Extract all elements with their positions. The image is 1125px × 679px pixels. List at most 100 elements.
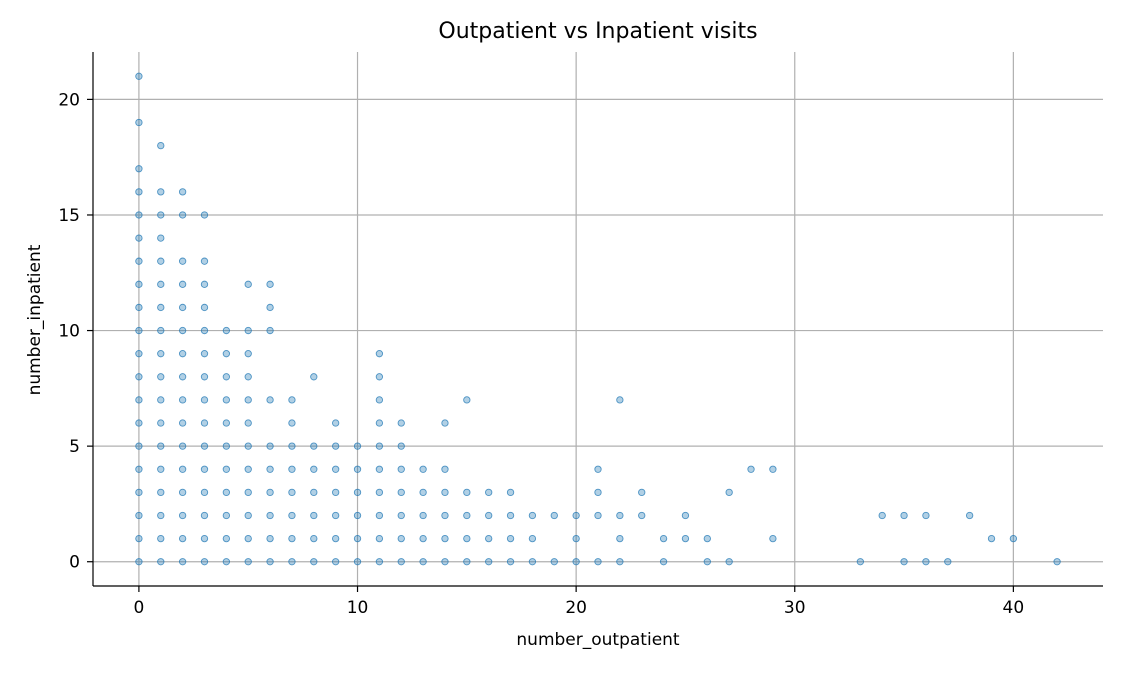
data-point xyxy=(659,558,668,566)
data-point xyxy=(310,465,318,473)
data-point xyxy=(288,558,296,566)
data-point xyxy=(397,465,405,473)
x-tick-label: 10 xyxy=(347,598,369,618)
data-point xyxy=(178,211,187,219)
data-point xyxy=(965,511,974,520)
y-axis-label: number_inpatient xyxy=(25,244,45,395)
data-point xyxy=(135,280,143,288)
data-point xyxy=(178,488,187,497)
axis-ticks: 0 10 20 30 40 0 5 10 15 20 xyxy=(58,90,1024,618)
axes xyxy=(92,52,1103,587)
data-point xyxy=(463,511,471,520)
data-point xyxy=(200,326,209,335)
data-point xyxy=(310,511,318,520)
data-point xyxy=(135,118,143,127)
data-point xyxy=(135,350,143,358)
data-point xyxy=(528,511,537,520)
data-point xyxy=(353,511,362,520)
data-point xyxy=(178,188,187,196)
data-point xyxy=(681,534,690,543)
data-point xyxy=(135,558,143,566)
data-point xyxy=(353,442,362,450)
data-point xyxy=(944,558,952,566)
data-point xyxy=(463,396,471,404)
y-tick-label: 15 xyxy=(58,206,80,226)
data-point xyxy=(200,303,209,312)
data-point xyxy=(200,350,209,358)
data-point xyxy=(550,558,558,566)
data-point xyxy=(375,488,384,497)
data-point xyxy=(463,558,471,566)
data-point xyxy=(375,373,384,381)
data-point xyxy=(178,326,187,335)
data-point xyxy=(288,442,296,450)
y-tick-label: 0 xyxy=(69,553,80,573)
data-point xyxy=(135,488,143,497)
data-point xyxy=(506,558,515,566)
data-point xyxy=(135,465,143,473)
data-point xyxy=(419,488,427,497)
data-point xyxy=(397,442,405,450)
data-point xyxy=(725,488,733,497)
data-point xyxy=(266,442,274,450)
data-point xyxy=(135,511,143,520)
x-tick-label: 30 xyxy=(784,598,806,618)
data-point xyxy=(463,488,471,497)
data-point xyxy=(375,465,384,473)
data-point xyxy=(572,511,580,520)
data-point xyxy=(375,396,384,404)
data-point xyxy=(528,534,537,543)
data-point xyxy=(506,488,515,497)
data-point xyxy=(266,511,274,520)
data-point xyxy=(485,488,493,497)
chart-title: Outpatient vs Inpatient visits xyxy=(438,19,757,44)
data-point xyxy=(288,419,296,427)
data-point xyxy=(878,511,886,520)
data-point xyxy=(332,534,340,543)
data-point xyxy=(200,558,209,566)
data-point xyxy=(397,488,405,497)
y-tick-label: 5 xyxy=(69,437,80,457)
data-point xyxy=(135,419,143,427)
data-point xyxy=(157,534,165,543)
data-point xyxy=(594,558,602,566)
data-point xyxy=(419,465,427,473)
data-point xyxy=(725,558,733,566)
data-point xyxy=(135,188,143,196)
data-point xyxy=(266,488,274,497)
data-point xyxy=(419,534,427,543)
data-point xyxy=(266,558,274,566)
data-point xyxy=(157,511,165,520)
data-point xyxy=(244,465,252,473)
data-point xyxy=(375,350,384,358)
data-point xyxy=(135,165,143,173)
data-point xyxy=(703,534,711,543)
data-point xyxy=(572,558,580,566)
data-point xyxy=(747,465,755,473)
data-point xyxy=(463,534,471,543)
data-point xyxy=(441,488,449,497)
data-point xyxy=(157,280,165,288)
data-point xyxy=(485,558,493,566)
data-point xyxy=(616,558,624,566)
data-point xyxy=(222,326,231,335)
data-point xyxy=(135,303,143,312)
data-point xyxy=(310,373,318,381)
data-point xyxy=(397,534,405,543)
data-point xyxy=(616,534,624,543)
data-point xyxy=(200,465,209,473)
data-point xyxy=(266,396,274,404)
data-point xyxy=(178,442,187,450)
data-point xyxy=(594,488,602,497)
data-point xyxy=(769,465,777,473)
data-point xyxy=(178,465,187,473)
data-point xyxy=(157,373,165,381)
data-point xyxy=(200,419,209,427)
data-point xyxy=(353,488,362,497)
data-point xyxy=(332,488,340,497)
data-point xyxy=(375,558,384,566)
data-point xyxy=(353,534,362,543)
data-point xyxy=(157,488,165,497)
